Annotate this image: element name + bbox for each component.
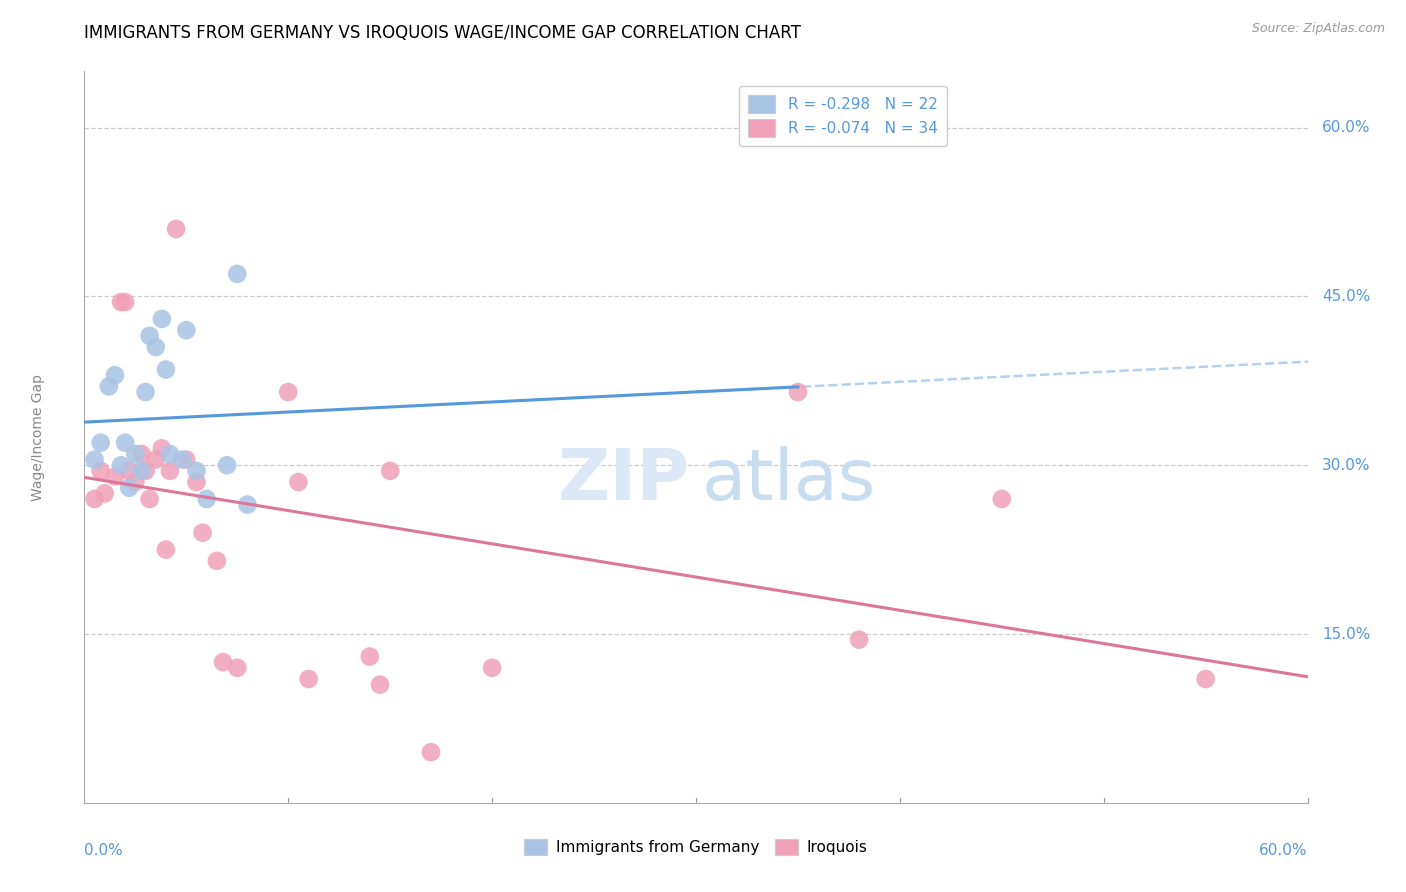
Point <box>138 491 160 506</box>
Point <box>145 452 167 467</box>
Point <box>277 385 299 400</box>
Point <box>186 475 208 489</box>
Point <box>186 464 208 478</box>
Point <box>287 475 309 489</box>
Point <box>191 525 214 540</box>
Point <box>114 435 136 450</box>
Point <box>83 491 105 506</box>
Point <box>159 447 181 461</box>
Point <box>226 267 249 281</box>
Text: 60.0%: 60.0% <box>1260 843 1308 858</box>
Text: 0.0%: 0.0% <box>84 843 124 858</box>
Point <box>420 745 443 759</box>
Point <box>159 464 181 478</box>
Point <box>124 447 146 461</box>
Point <box>172 452 194 467</box>
Point <box>104 368 127 383</box>
Point <box>226 661 249 675</box>
Point <box>481 661 503 675</box>
Text: 60.0%: 60.0% <box>1322 120 1371 135</box>
Point <box>165 222 187 236</box>
Text: ZIP: ZIP <box>558 447 690 516</box>
Point <box>138 328 160 343</box>
Point <box>150 442 173 456</box>
Point <box>174 452 197 467</box>
Text: 30.0%: 30.0% <box>1322 458 1371 473</box>
Point <box>110 295 132 310</box>
Point <box>110 458 132 473</box>
Point <box>848 632 870 647</box>
Point <box>145 340 167 354</box>
Point <box>135 385 157 400</box>
Legend: R = -0.298   N = 22, R = -0.074   N = 34: R = -0.298 N = 22, R = -0.074 N = 34 <box>738 87 946 146</box>
Text: 45.0%: 45.0% <box>1322 289 1371 304</box>
Point <box>236 498 259 512</box>
Text: atlas: atlas <box>702 447 876 516</box>
Point <box>174 323 197 337</box>
Point <box>114 295 136 310</box>
Point <box>155 362 177 376</box>
Point <box>93 486 115 500</box>
Point <box>118 464 141 478</box>
Point <box>155 542 177 557</box>
Text: 15.0%: 15.0% <box>1322 626 1371 641</box>
Point <box>217 458 239 473</box>
Point <box>90 435 112 450</box>
Point <box>131 464 153 478</box>
Point <box>298 672 321 686</box>
Point <box>135 464 157 478</box>
Point <box>104 469 127 483</box>
Point <box>195 491 218 506</box>
Point <box>118 481 141 495</box>
Point <box>991 491 1014 506</box>
Point <box>90 464 112 478</box>
Point <box>205 554 228 568</box>
Text: Source: ZipAtlas.com: Source: ZipAtlas.com <box>1251 22 1385 36</box>
Point <box>380 464 402 478</box>
Point <box>97 379 120 393</box>
Text: Wage/Income Gap: Wage/Income Gap <box>31 374 45 500</box>
Point <box>359 649 381 664</box>
Point <box>1195 672 1218 686</box>
Point <box>131 447 153 461</box>
Point <box>150 312 173 326</box>
Point <box>787 385 810 400</box>
Text: IMMIGRANTS FROM GERMANY VS IROQUOIS WAGE/INCOME GAP CORRELATION CHART: IMMIGRANTS FROM GERMANY VS IROQUOIS WAGE… <box>84 24 801 42</box>
Point <box>83 452 105 467</box>
Point <box>212 655 235 669</box>
Point <box>124 475 146 489</box>
Point <box>368 678 391 692</box>
